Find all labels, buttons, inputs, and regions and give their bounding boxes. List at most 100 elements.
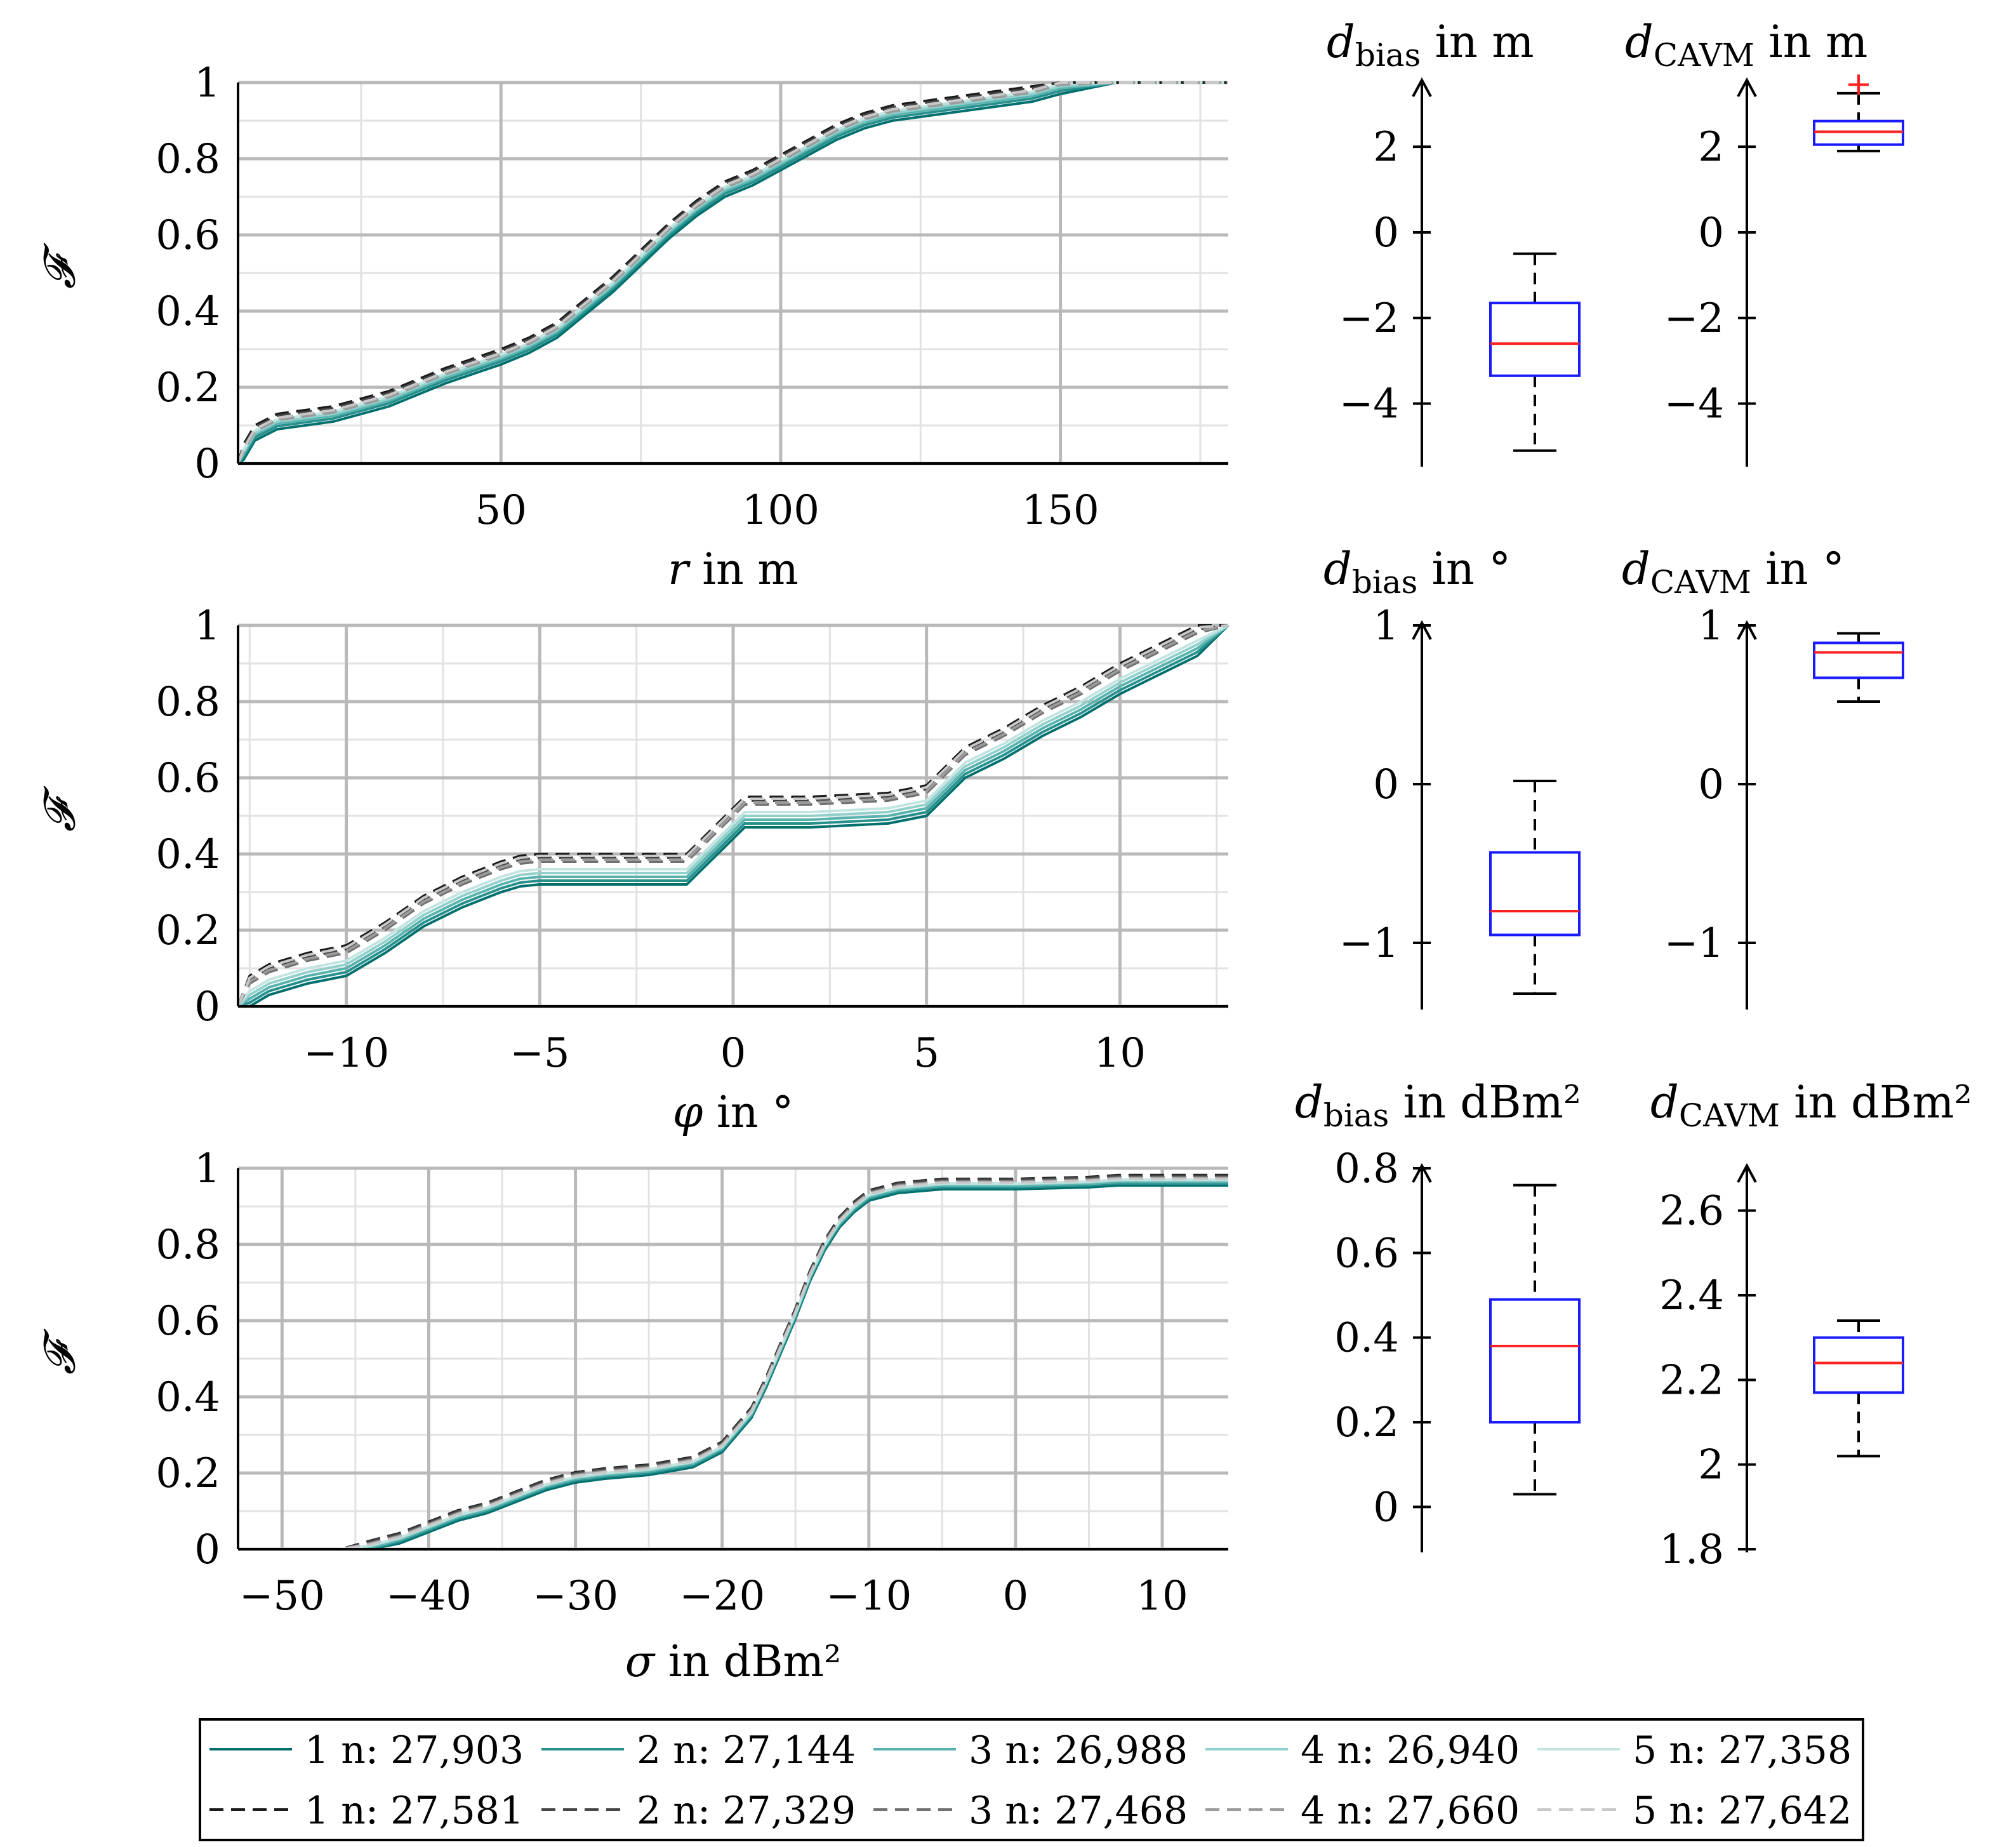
legend-item-1-5: 5 n: 27,358 bbox=[1537, 1728, 1852, 1773]
x-axis-label: σ in dBm² bbox=[625, 1637, 841, 1687]
box-iqr bbox=[1489, 851, 1581, 937]
x-tick-label: −10 bbox=[826, 1573, 912, 1620]
cdf-series-1 bbox=[238, 1184, 1228, 1550]
boxplot-title-sub: bias bbox=[1355, 37, 1421, 74]
legend-item-2-5: 5 n: 27,642 bbox=[1537, 1789, 1852, 1833]
cdf-series-5 bbox=[237, 624, 1229, 1008]
boxplot-title-unit: in ° bbox=[1751, 543, 1845, 595]
box-y-tick-label: 1 bbox=[1373, 603, 1399, 650]
boxplot-title-var: d bbox=[1650, 1076, 1679, 1128]
legend-item-2-3: 3 n: 27,468 bbox=[873, 1789, 1188, 1833]
legend: 1 n: 27,903 2 n: 27,144 3 n: 26,988 4 n: 26… bbox=[199, 1718, 1864, 1841]
axis-arrow bbox=[1737, 77, 1757, 97]
cdf-series-1 bbox=[238, 624, 1230, 1008]
box-iqr bbox=[1489, 1298, 1581, 1424]
box-y-tick-label: 1 bbox=[1698, 603, 1724, 650]
boxplot-title-var: d bbox=[1622, 543, 1650, 595]
box-y-tick-label: −2 bbox=[1339, 295, 1399, 342]
boxplot-title: dCAVM in m bbox=[1625, 16, 1867, 74]
box-y-tick-label: 0 bbox=[1373, 1484, 1399, 1531]
cdf-panel-phi: 0 0.2 0.4 0.6 0.8 1 −10 −5 0 5 10 𝓕φ in ° bbox=[35, 603, 1230, 1138]
x-axis-label-unit: in dBm² bbox=[654, 1637, 841, 1687]
box-y-tick-label: −1 bbox=[1339, 920, 1399, 967]
y-tick-label: 0.6 bbox=[156, 1298, 220, 1345]
boxplot-title: dCAVM in dBm² bbox=[1650, 1076, 1972, 1134]
legend-item-1-2: 2 n: 27,144 bbox=[541, 1728, 856, 1773]
x-axis-label: r in m bbox=[668, 545, 799, 595]
boxplot-title-var: d bbox=[1295, 1076, 1323, 1128]
cdf-series-9 bbox=[237, 81, 1228, 464]
cdf-series-3 bbox=[238, 1180, 1228, 1550]
y-tick-label: 0 bbox=[194, 1526, 220, 1573]
legend-label: 4 n: 27,660 bbox=[1301, 1789, 1520, 1833]
cdf-series-7 bbox=[237, 81, 1228, 464]
cdf-series-10 bbox=[238, 1177, 1228, 1550]
box-y-tick-label: 0 bbox=[1373, 210, 1399, 257]
cdf-series-6 bbox=[237, 624, 1228, 1007]
legend-label: 3 n: 26,988 bbox=[969, 1728, 1188, 1773]
x-tick-label: −40 bbox=[386, 1573, 472, 1620]
cdf-series-10 bbox=[237, 624, 1229, 1007]
x-tick-label: −5 bbox=[510, 1030, 569, 1077]
y-tick-label: 0.2 bbox=[156, 907, 220, 954]
legend-label: 3 n: 27,468 bbox=[969, 1789, 1188, 1833]
legend-label: 5 n: 27,642 bbox=[1633, 1789, 1852, 1833]
box-y-tick-label: −1 bbox=[1664, 920, 1724, 967]
legend-label: 2 n: 27,329 bbox=[637, 1789, 856, 1833]
y-axis-label: 𝓕 bbox=[35, 1328, 85, 1375]
boxplot-title-var: d bbox=[1327, 16, 1355, 68]
legend-item-1-4: 4 n: 26,940 bbox=[1205, 1728, 1520, 1773]
boxplot-title: dbias in ° bbox=[1323, 543, 1511, 601]
boxplot-title-var: d bbox=[1323, 543, 1352, 595]
box-y-tick-label: 0.2 bbox=[1334, 1399, 1399, 1446]
x-tick-label: −30 bbox=[533, 1573, 618, 1620]
box-iqr bbox=[1489, 302, 1581, 377]
cdf-series-9 bbox=[237, 624, 1229, 1007]
cdf-panel-sigma: 0 0.2 0.4 0.6 0.8 1 −50 −40 −30 −20 −10 0 10 𝓕σ in dB… bbox=[35, 1145, 1228, 1687]
box-y-tick-label: 0.4 bbox=[1334, 1315, 1399, 1362]
axis-arrow bbox=[1737, 620, 1757, 640]
x-tick-label: 100 bbox=[742, 487, 819, 534]
y-axis-label: 𝓕 bbox=[35, 785, 85, 832]
x-tick-label: 5 bbox=[913, 1030, 939, 1077]
y-tick-label: 0.4 bbox=[156, 1374, 220, 1421]
box-y-tick-label: 0 bbox=[1373, 761, 1399, 808]
y-tick-label: 0 bbox=[194, 984, 220, 1030]
box-y-tick-label: −2 bbox=[1664, 295, 1724, 342]
legend-item-2-2: 2 n: 27,329 bbox=[541, 1789, 856, 1833]
box-iqr bbox=[1813, 1336, 1904, 1394]
y-tick-label: 0.6 bbox=[156, 755, 220, 802]
boxplot-title: dbias in m bbox=[1327, 16, 1534, 74]
boxplot-title-unit: in dBm² bbox=[1389, 1076, 1581, 1128]
cdf-series-2 bbox=[238, 1182, 1228, 1550]
boxplot-title-var: d bbox=[1625, 16, 1654, 68]
x-tick-label: 0 bbox=[720, 1030, 746, 1077]
box-iqr bbox=[1813, 641, 1904, 679]
cdf-series-4 bbox=[238, 1179, 1228, 1550]
boxplot-cavm-sigma: 1.8 2 2.2 2.4 2.6 dCAVM in dBm² bbox=[1650, 1076, 1972, 1573]
cdf-series-7 bbox=[237, 624, 1229, 1007]
cdf-series-9 bbox=[238, 1177, 1228, 1550]
box-y-tick-label: −4 bbox=[1339, 381, 1399, 428]
y-tick-label: 0.8 bbox=[156, 679, 220, 726]
x-tick-label: −50 bbox=[239, 1573, 325, 1620]
cdf-series-7 bbox=[238, 1175, 1228, 1550]
y-tick-label: 1 bbox=[194, 1145, 220, 1192]
box-y-tick-label: 2.6 bbox=[1659, 1188, 1724, 1235]
boxplot-title-sub: bias bbox=[1323, 1097, 1389, 1134]
boxplot-title-sub: CAVM bbox=[1650, 564, 1751, 601]
box-y-tick-label: 2 bbox=[1373, 124, 1399, 171]
y-axis-label: 𝓕 bbox=[35, 243, 85, 289]
x-axis-label-var: σ bbox=[625, 1637, 656, 1687]
box-y-tick-label: 0.6 bbox=[1334, 1230, 1399, 1277]
cdf-series-10 bbox=[237, 81, 1228, 464]
cdf-series-8 bbox=[237, 624, 1229, 1007]
box-y-tick-label: 0 bbox=[1698, 761, 1724, 808]
y-tick-label: 0.4 bbox=[156, 288, 220, 335]
x-tick-label: 10 bbox=[1094, 1030, 1146, 1077]
